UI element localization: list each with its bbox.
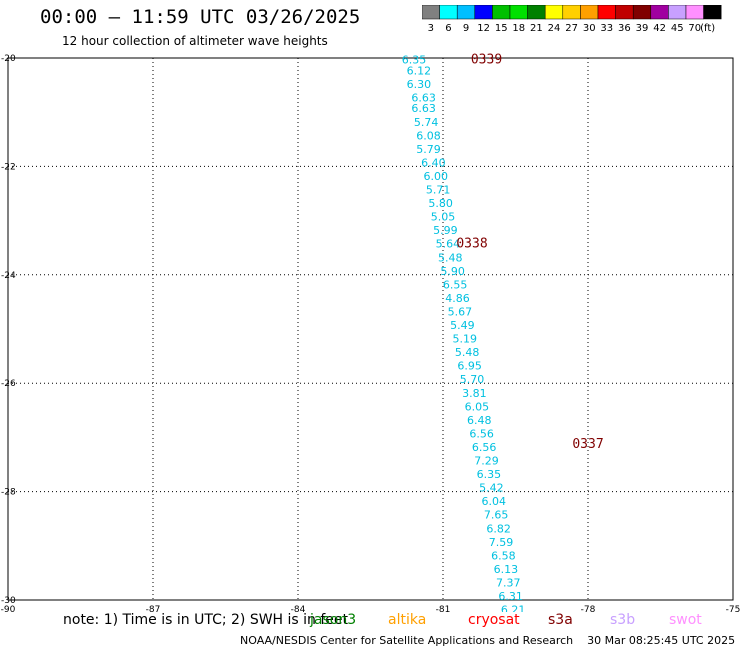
footer-credit: NOAA/NESDIS Center for Satellite Applica… (240, 634, 735, 647)
swh-data-label: 5.79 (416, 143, 441, 156)
scale-tick-label: 12 (477, 23, 490, 34)
swh-data-label: 6.31 (498, 590, 523, 603)
credit-text: NOAA/NESDIS Center for Satellite Applica… (240, 634, 574, 647)
scale-tick-label: 70 (688, 23, 701, 34)
x-tick-label: -78 (581, 605, 596, 612)
swh-data-label: 6.95 (457, 360, 482, 373)
scale-tick-label: 15 (495, 23, 508, 34)
swh-data-label: 6.82 (486, 522, 511, 535)
swh-data-label: 5.74 (414, 116, 439, 129)
scale-tick-label: 36 (618, 23, 631, 34)
swh-data-label: 5.90 (440, 265, 465, 278)
swh-data-label: 6.58 (491, 549, 516, 562)
swh-data-label: 3.81 (462, 387, 487, 400)
scale-tick-label: 33 (600, 23, 613, 34)
legend-item-swot: swot (669, 612, 702, 628)
y-tick-label: -26 (1, 379, 16, 389)
swh-data-label: 4.86 (445, 292, 470, 305)
x-tick-label: -84 (291, 605, 306, 612)
y-tick-label: -30 (1, 596, 16, 606)
x-tick-label: -87 (146, 605, 161, 612)
swh-data-label: 6.04 (482, 495, 507, 508)
scale-swatch (703, 5, 722, 20)
swh-data-label: 6.40 (421, 156, 446, 169)
scale-tick-label: 30 (583, 23, 596, 34)
swh-data-label: 5.05 (431, 211, 456, 224)
scale-tick-label: 21 (530, 23, 543, 34)
pass-time-label: 0337 (572, 437, 603, 452)
scale-tick-label: 3 (428, 23, 434, 34)
swh-data-label: 5.42 (479, 482, 504, 495)
swh-data-label: 6.13 (494, 563, 519, 576)
swh-data-label: 5.70 (460, 373, 485, 386)
swh-data-label: 5.48 (455, 346, 480, 359)
y-tick-label: -22 (1, 162, 16, 172)
legend-item-altika: altika (388, 612, 427, 628)
swh-data-label: 6.56 (469, 427, 494, 440)
scale-tick-label: 9 (463, 23, 469, 34)
scale-unit: (ft) (700, 23, 715, 34)
swh-data-label: 5.64 (436, 238, 461, 251)
scale-tick-label: 6 (445, 23, 451, 34)
page-title: 00:00 – 11:59 UTC 03/26/2025 (40, 6, 361, 28)
footer-note: note: 1) Time is in UTC; 2) SWH is in fe… (63, 612, 349, 628)
y-tick-label: -28 (1, 488, 16, 498)
swh-data-label: 6.35 (477, 468, 502, 481)
swh-data-label: 6.63 (411, 91, 436, 104)
swh-data-label: 6.08 (416, 129, 441, 142)
swh-data-label: 6.35 (402, 53, 427, 66)
scale-tick-label: 39 (636, 23, 649, 34)
swh-data-label: 6.63 (411, 102, 436, 115)
swh-data-label: 5.49 (450, 319, 475, 332)
swh-data-label: 6.05 (465, 400, 490, 413)
swh-data-label: 6.30 (407, 78, 432, 91)
y-tick-label: -20 (1, 54, 16, 64)
scale-tick-label: 27 (565, 23, 578, 34)
scale-tick-label: 42 (653, 23, 666, 34)
swh-data-label: 6.48 (467, 414, 492, 427)
color-scale-legend: 3 6 9 12 15 18 21 24 27 30 33 36 39 42 45 70(ft) (422, 5, 722, 34)
page-subtitle: 12 hour collection of altimeter wave hei… (62, 34, 328, 48)
x-tick-label: -90 (1, 605, 16, 612)
swh-data-label: 6.56 (472, 441, 497, 454)
swh-data-label: 5.80 (428, 197, 453, 210)
scale-tick-label: 24 (548, 23, 561, 34)
swh-data-label: 5.99 (433, 224, 458, 237)
pass-time-label: 0339 (471, 52, 502, 67)
x-tick-label: -75 (726, 605, 740, 612)
swh-data-label: 7.59 (489, 536, 514, 549)
legend-item-s3a: s3a (548, 612, 573, 628)
swh-data-label: 5.48 (438, 251, 463, 264)
plot-frame (7, 57, 734, 601)
swh-data-label: 6.00 (424, 170, 449, 183)
swh-data-label: 5.67 (448, 305, 473, 318)
credit-timestamp: 30 Mar 08:25:45 UTC 2025 (587, 634, 736, 647)
x-tick-label: -81 (436, 605, 451, 612)
legend-item-jason3: jason3 (310, 612, 357, 628)
swh-data-label: 6.55 (443, 278, 468, 291)
swh-data-label: 7.37 (496, 576, 521, 589)
legend-item-s3b: s3b (610, 612, 636, 628)
swh-data-label: 5.19 (453, 333, 478, 346)
pass-time-label: 0338 (456, 237, 487, 252)
swh-data-label: 7.29 (474, 455, 499, 468)
scale-tick-label: 18 (512, 23, 525, 34)
legend-item-cryosat: cryosat (468, 612, 520, 628)
swh-data-label: 6.21 (501, 604, 526, 612)
y-tick-label: -24 (1, 271, 16, 281)
swh-data-label: 7.65 (484, 509, 509, 522)
scale-tick-label: 45 (671, 23, 684, 34)
swh-data-label: 6.12 (407, 64, 432, 77)
swh-data-label: 5.71 (426, 184, 451, 197)
wave-height-plot: -90 -87 -84 -81 -78 -75 -20 -22 -24 -26 -28 -30 6.35… (1, 52, 740, 612)
